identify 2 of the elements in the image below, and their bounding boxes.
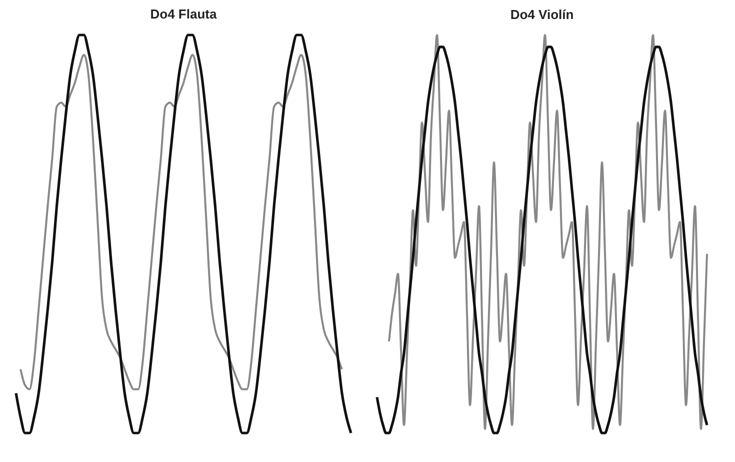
chart-title: Do4 Violín	[510, 7, 574, 22]
chart-title: Do4 Flauta	[150, 6, 218, 22]
